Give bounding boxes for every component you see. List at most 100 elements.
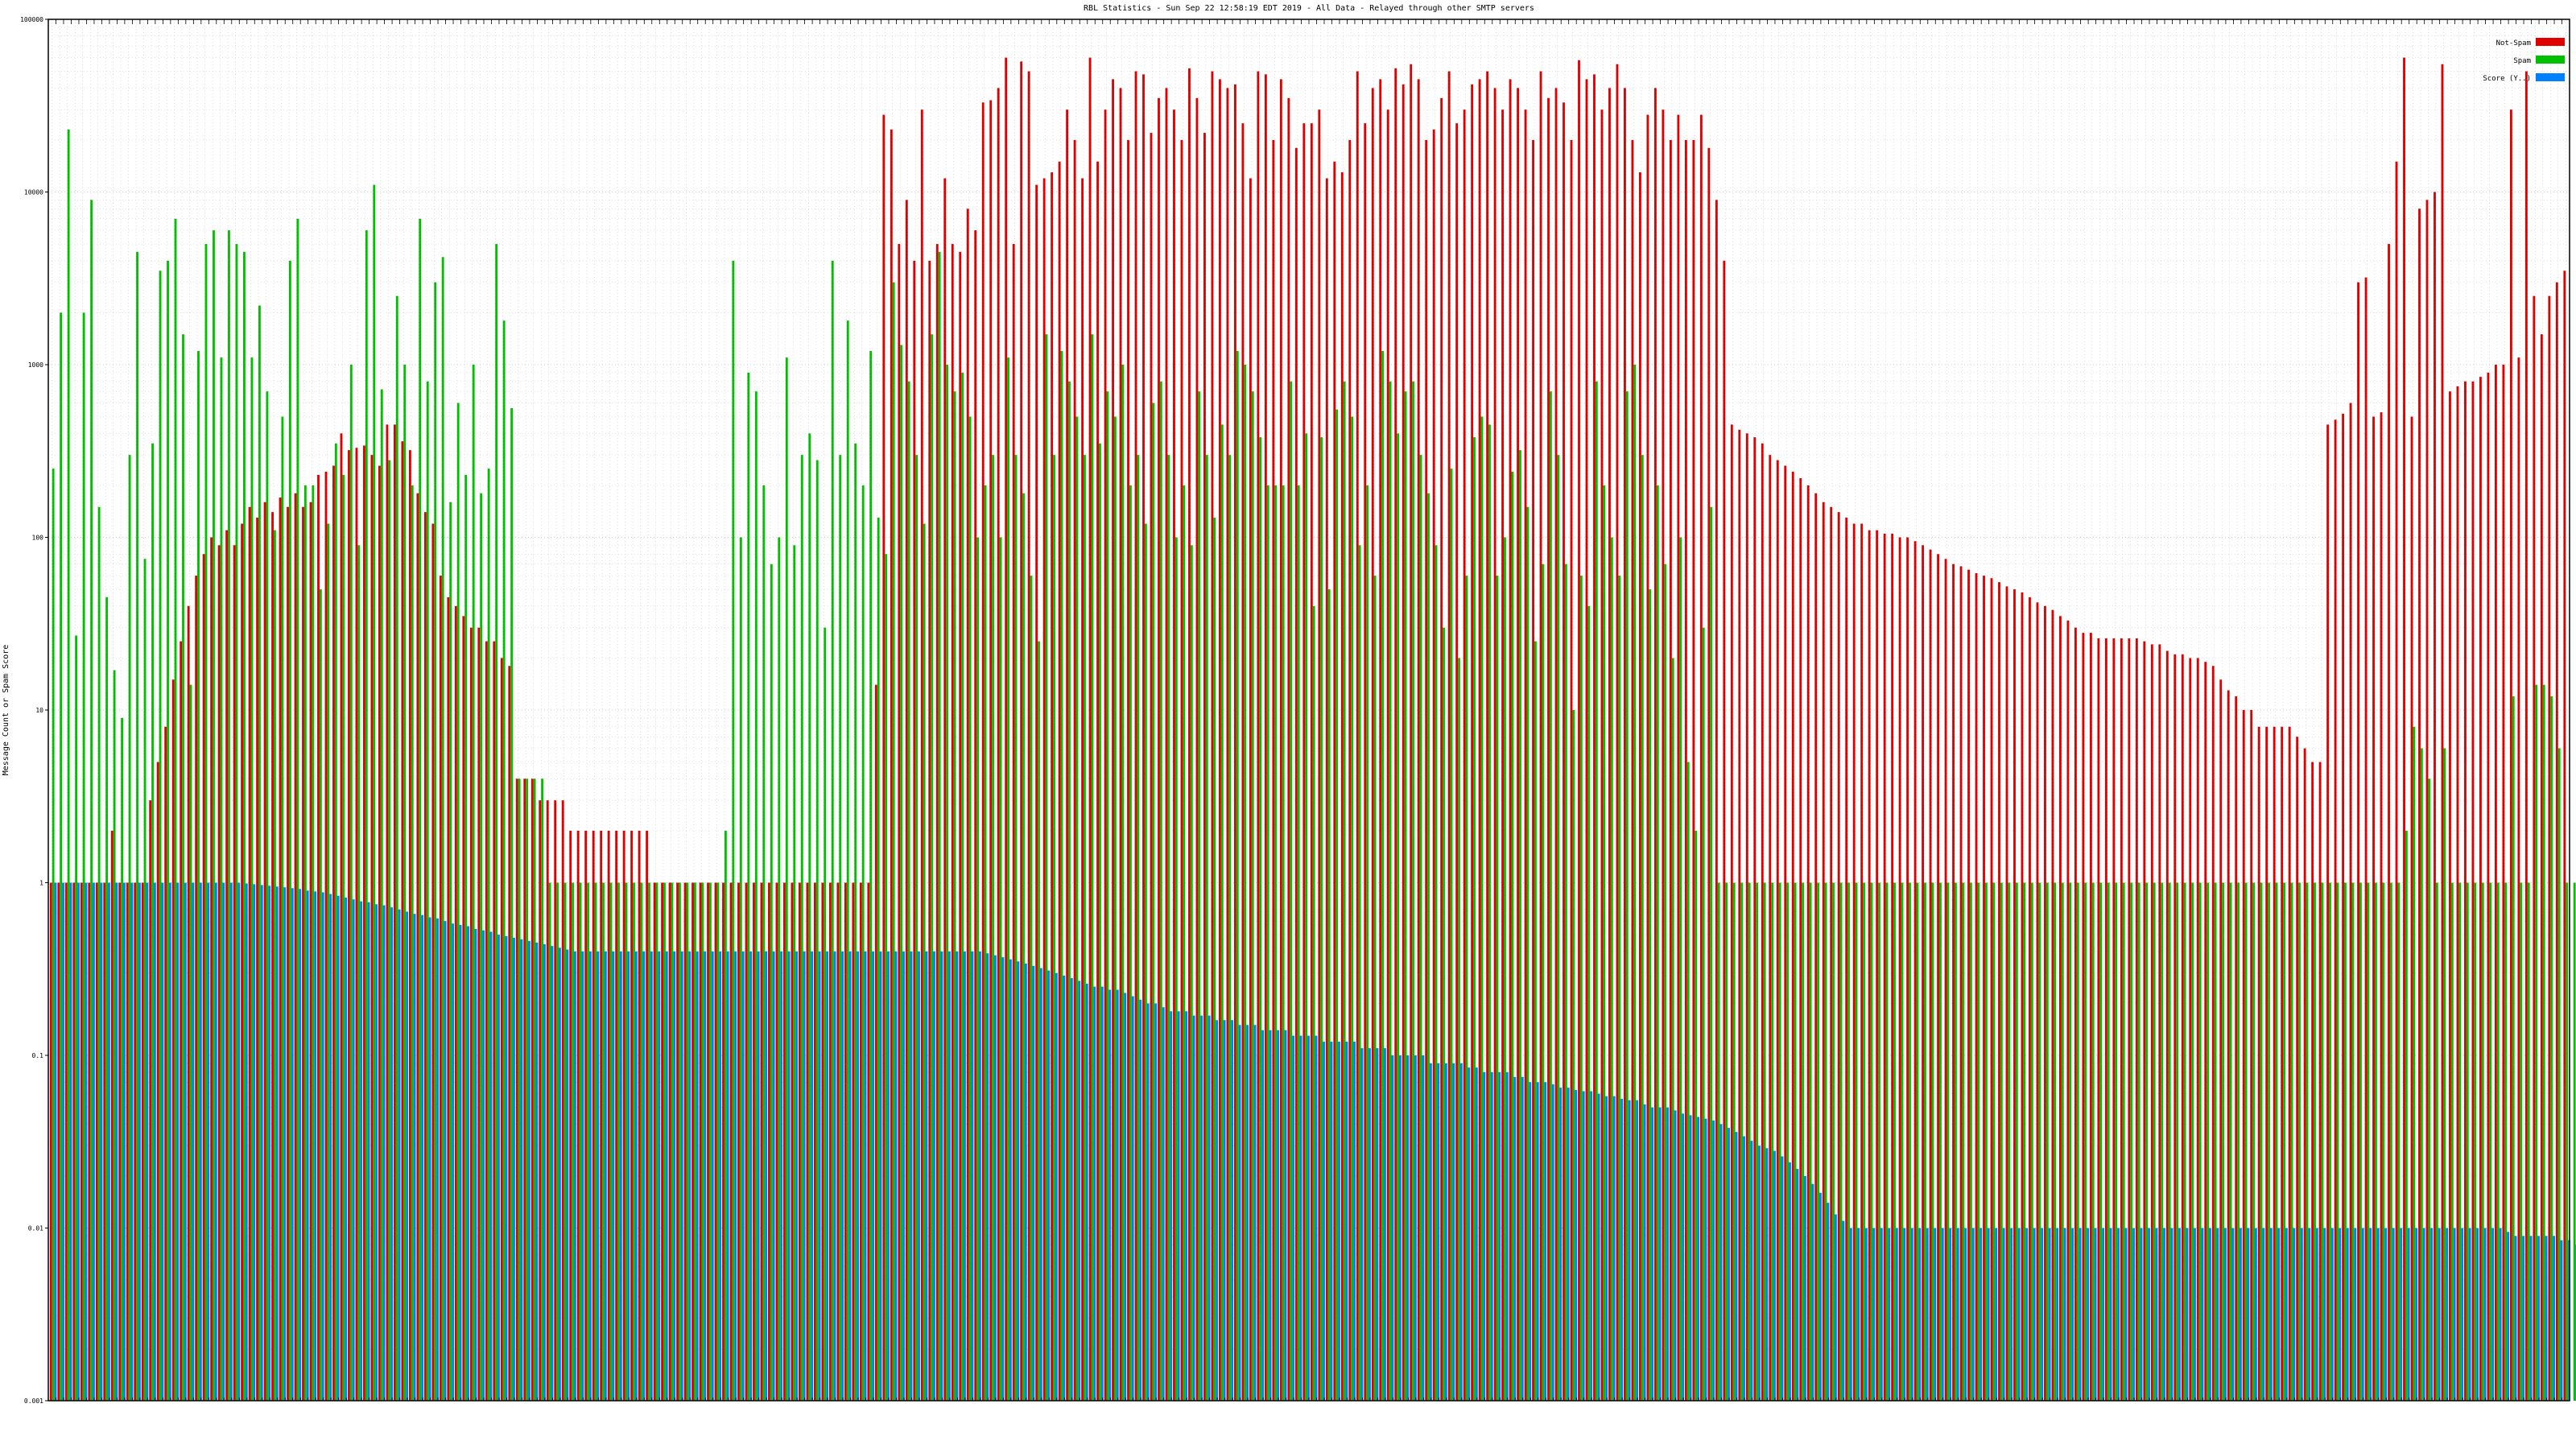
- bar: [340, 433, 343, 1401]
- bar: [505, 935, 508, 1401]
- bar: [2025, 1228, 2029, 1401]
- bar: [1364, 123, 1367, 1402]
- bar: [609, 882, 613, 1401]
- bar: [168, 882, 171, 1401]
- bar: [1872, 1228, 1876, 1401]
- bar: [1070, 978, 1073, 1401]
- bar: [134, 882, 137, 1401]
- bar: [380, 389, 383, 1401]
- bar: [1274, 485, 1278, 1401]
- bar: [1679, 537, 1682, 1401]
- bar: [2176, 882, 2179, 1401]
- bar: [1895, 1228, 1898, 1401]
- y-axis-ticks: 100000 10000 1000 100 10 1 0.1 0.01 0.001: [20, 16, 48, 1405]
- bar: [2321, 882, 2324, 1401]
- bar: [1096, 161, 1099, 1402]
- bar: [1511, 471, 1514, 1401]
- bar: [2056, 1228, 2059, 1401]
- bar: [1440, 97, 1443, 1402]
- bar: [398, 909, 401, 1401]
- bar: [686, 882, 689, 1401]
- bar: [1174, 537, 1178, 1401]
- bar: [2030, 882, 2033, 1401]
- bar: [1959, 566, 1963, 1402]
- bar: [2150, 644, 2153, 1401]
- bar: [1990, 578, 1993, 1401]
- bar: [180, 641, 183, 1401]
- bar: [1664, 564, 1667, 1401]
- bar: [2428, 778, 2431, 1401]
- bar: [1223, 1020, 1226, 1401]
- bar: [716, 882, 720, 1401]
- bar: [1068, 381, 1071, 1401]
- bar: [1684, 139, 1687, 1401]
- bar: [502, 320, 506, 1402]
- bar: [1417, 79, 1420, 1402]
- bar: [1480, 416, 1484, 1401]
- bar: [2466, 882, 2469, 1401]
- bar: [416, 493, 419, 1401]
- bar: [2407, 1228, 2410, 1401]
- bar: [2010, 1228, 2013, 1401]
- bar: [375, 904, 378, 1401]
- bar: [1299, 1035, 1302, 1401]
- bar: [228, 230, 230, 1401]
- bar: [661, 882, 664, 1401]
- bar: [2054, 882, 2057, 1401]
- bar: [892, 282, 895, 1402]
- bar: [2315, 1228, 2318, 1401]
- bar: [2041, 1228, 2044, 1401]
- bar: [1842, 1220, 1845, 1401]
- bar: [2397, 882, 2401, 1401]
- bar: [472, 365, 475, 1401]
- bar: [1051, 172, 1054, 1401]
- bar: [648, 882, 650, 1401]
- bar: [1425, 139, 1428, 1401]
- bar: [273, 530, 276, 1401]
- bar: [1348, 139, 1352, 1401]
- bar: [2499, 1228, 2502, 1401]
- bar: [510, 408, 514, 1401]
- bar: [1162, 1007, 1165, 1401]
- bar: [1473, 437, 1476, 1401]
- bar: [2306, 882, 2309, 1401]
- bar: [2410, 416, 2413, 1401]
- bar: [572, 882, 574, 1401]
- bar: [1173, 109, 1175, 1402]
- bar: [770, 564, 773, 1401]
- bar: [2458, 882, 2462, 1401]
- bar: [1671, 658, 1674, 1401]
- bar: [600, 830, 603, 1401]
- bar: [1628, 1100, 1631, 1401]
- bar: [421, 914, 424, 1401]
- bar: [1971, 1228, 1975, 1401]
- bar: [693, 882, 696, 1401]
- bar: [1170, 1011, 1173, 1401]
- bar: [2183, 882, 2186, 1401]
- bar: [2357, 282, 2359, 1402]
- bar: [2415, 1228, 2418, 1401]
- bar: [754, 391, 758, 1402]
- bar: [1266, 485, 1269, 1401]
- bar: [1834, 1214, 1837, 1401]
- bar: [890, 129, 893, 1401]
- bar: [688, 951, 691, 1401]
- bar: [1134, 71, 1137, 1402]
- bar: [263, 502, 266, 1401]
- legend-swatch: [2536, 38, 2565, 46]
- bar: [2296, 737, 2299, 1401]
- bar: [2354, 1228, 2357, 1401]
- bar: [841, 951, 844, 1401]
- bar: [2186, 1228, 2189, 1401]
- bar: [1605, 1096, 1608, 1401]
- bar: [1180, 139, 1183, 1401]
- bar: [707, 882, 709, 1401]
- bar: [2344, 882, 2347, 1401]
- bar: [900, 345, 903, 1402]
- bar: [2468, 1228, 2471, 1401]
- bar: [2326, 424, 2330, 1401]
- bar: [449, 502, 452, 1401]
- bar: [2563, 270, 2566, 1402]
- bar: [2535, 684, 2538, 1401]
- legend-swatch: [2536, 73, 2565, 81]
